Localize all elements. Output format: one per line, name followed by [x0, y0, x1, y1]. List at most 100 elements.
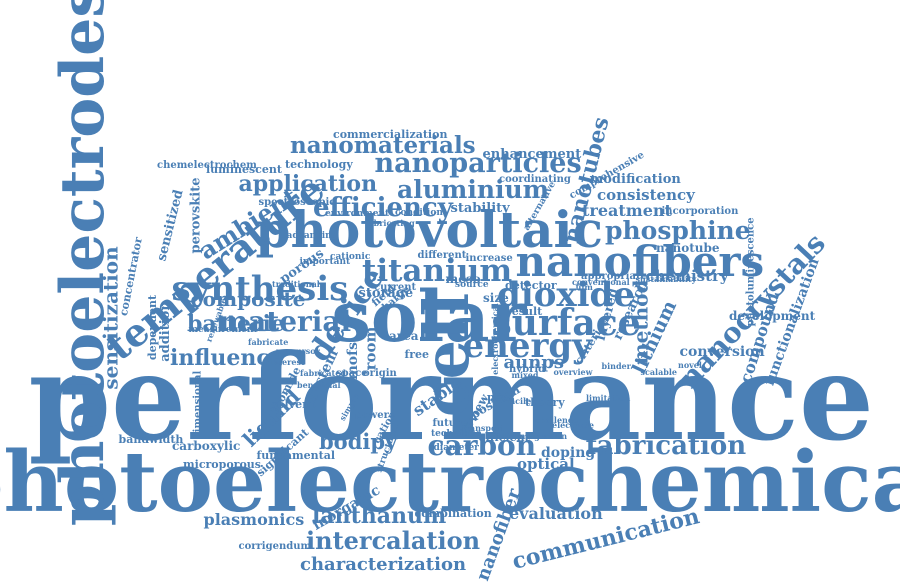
word-traditional: traditional	[272, 279, 320, 289]
word-enhancement: enhancement	[482, 146, 582, 162]
word-technique: technique	[431, 428, 482, 439]
word-hybrid: hybrid	[509, 364, 546, 375]
word-sustainability: sustainability	[635, 274, 697, 284]
word-chemelectrochem: chemelectrochem	[157, 160, 257, 171]
word-free: free	[404, 347, 430, 361]
word-origin: origin	[363, 368, 397, 379]
word-source: source	[455, 279, 489, 290]
word-pecs: pecs	[487, 390, 515, 404]
word-overview: overview	[553, 367, 593, 377]
word-conventional: conventional	[572, 277, 630, 287]
word-future: future	[432, 418, 468, 429]
word-important: important	[299, 256, 351, 267]
word-space: space	[336, 368, 368, 379]
word-interest: interest	[269, 357, 305, 367]
word-precursor: precursor	[276, 346, 320, 356]
word-electrode: electrode	[552, 420, 595, 430]
word-novel: novel	[678, 360, 702, 370]
word-fabricate: fabricate	[248, 337, 289, 347]
word-nanomaterials: nanomaterials	[290, 131, 476, 159]
word-sensitized: sensitized	[153, 187, 187, 263]
word-nanotube: nanotube	[656, 241, 720, 255]
word-solar: solar	[331, 275, 527, 358]
word-microporous: microporous	[183, 457, 261, 471]
word-titanium: titanium	[362, 252, 513, 289]
word-sensitization: sensitization	[98, 246, 123, 390]
word-meso: meso	[445, 272, 481, 286]
word-fabricated: fabricated	[300, 368, 346, 378]
word-intercalation: intercalation	[306, 526, 481, 555]
word-batterie: batterie	[187, 311, 285, 337]
word-challenge: challenge	[535, 415, 579, 425]
word-optical: optical	[517, 454, 575, 473]
word-combination: combination	[414, 506, 492, 520]
word-film: film	[575, 282, 593, 292]
word-evaluation: evaluation	[509, 504, 603, 523]
word-power: power	[355, 410, 389, 421]
word-solvent: solvent	[271, 397, 316, 411]
word-photovoltaic: photovoltaic	[255, 200, 603, 259]
word-consistency: consistency	[597, 185, 695, 204]
word-increase: increase	[465, 253, 513, 264]
word-appropriate: appropriate	[581, 271, 647, 282]
word-advancing: advancing	[286, 230, 338, 241]
word-beneficial: beneficial	[297, 380, 341, 390]
word-corrigendum: corrigendum	[238, 541, 312, 552]
word-binder: binder	[601, 361, 631, 371]
word-fabrication: fabrication	[585, 431, 747, 461]
word-integration: integration	[516, 431, 568, 441]
word-material: material	[218, 305, 352, 338]
word-theory: theory	[525, 395, 565, 409]
word-scalable: scalable	[640, 367, 678, 377]
word-performance: performance	[28, 328, 874, 467]
word-efficient: efficient	[478, 430, 530, 444]
word-environment: environment	[325, 208, 390, 219]
word-coordinating: coordinating	[499, 174, 571, 185]
word-photoelectrochemical: photoelectrochemical	[0, 432, 900, 531]
word-stability: stability	[450, 200, 510, 216]
word-room: room	[361, 326, 380, 370]
word-condition: condition	[395, 207, 443, 218]
word-synthesis: synthesis	[171, 269, 349, 309]
word-detector: detector	[505, 278, 557, 292]
word-energy: energy	[462, 326, 592, 366]
word-conversion: conversion	[679, 344, 765, 360]
word-bandwidth: bandwidth	[118, 432, 184, 446]
word-chemistry: chemistry	[645, 266, 729, 285]
word-carbon: carbon	[427, 429, 537, 462]
word-cationic: cationic	[330, 251, 371, 262]
word-incorporation: incorporation	[661, 206, 739, 217]
word-different: different	[417, 250, 467, 261]
word-nanofibers: nanofibers	[515, 237, 765, 286]
word-aunps: aunps	[503, 352, 565, 373]
word-characterization: characterization	[300, 554, 467, 575]
word-lanthanum: lanthanum	[312, 503, 447, 529]
word-fabricating: fabricating	[365, 218, 415, 228]
word-storage: storage	[358, 285, 414, 301]
word-mixed: mixed	[511, 370, 539, 380]
word-current: current	[374, 282, 417, 293]
word-development: development	[729, 309, 816, 323]
word-dependent: dependent	[145, 294, 159, 360]
word-phosphine: phosphine	[605, 215, 751, 245]
word-technology: technology	[285, 157, 353, 171]
word-transport: transport	[462, 423, 505, 433]
word-nanoparticles: nanoparticles	[374, 147, 582, 179]
word-dimensional: dimensional	[191, 370, 203, 440]
word-limitation: limitation	[586, 393, 631, 403]
word-surface: surface	[491, 302, 641, 344]
word-size: size	[483, 291, 509, 305]
word-area: area	[389, 329, 419, 343]
word-measurement: measurement	[188, 324, 258, 335]
word-commercialization: commercialization	[333, 127, 448, 141]
word-doping: doping	[541, 445, 596, 461]
word-spectroscopic: spectroscopic	[258, 197, 336, 208]
word-perovskite: perovskite	[188, 177, 204, 253]
word-efficiency: efficiency	[313, 193, 453, 223]
word-carboxylic: carboxylic	[172, 439, 241, 453]
word-dioxide: dioxide	[497, 275, 635, 315]
word-addition: addition	[157, 300, 173, 362]
word-result: result	[506, 304, 543, 318]
word-fundamental: fundamental	[256, 448, 336, 462]
